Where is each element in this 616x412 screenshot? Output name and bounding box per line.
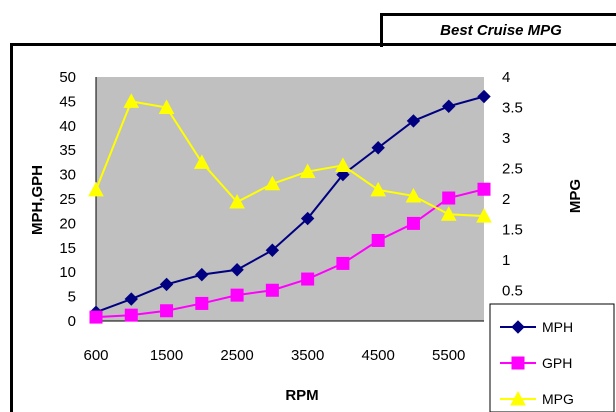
y2-tick-label: 4 bbox=[502, 69, 510, 86]
x-tick-label: 4500 bbox=[361, 347, 394, 364]
mph-point bbox=[477, 89, 491, 104]
mpg-point bbox=[405, 187, 422, 203]
y-tick-label: 5 bbox=[68, 289, 76, 306]
y-tick-label: 25 bbox=[59, 191, 76, 208]
y2-axis-title: MPG bbox=[567, 179, 584, 213]
gph-point bbox=[195, 296, 209, 310]
mph-point bbox=[406, 114, 421, 128]
y-axis-title: MPH,GPH bbox=[29, 165, 46, 235]
legend-marker bbox=[511, 356, 525, 370]
gph-point bbox=[442, 191, 456, 205]
gph-point bbox=[160, 304, 174, 318]
series-mpg bbox=[88, 93, 492, 223]
y-tick-label: 45 bbox=[59, 93, 76, 110]
mpg-point bbox=[440, 206, 457, 221]
x-tick-label: 1500 bbox=[150, 347, 183, 364]
mpg-point bbox=[229, 193, 245, 209]
y-tick-label: 50 bbox=[59, 69, 76, 86]
y2-tick-label: 3 bbox=[502, 130, 510, 147]
y-axis-ticks: 0 5 10 15 20 25 30 35 40 45 50 bbox=[59, 69, 76, 330]
legend-item-mph: MPH bbox=[500, 319, 573, 335]
y2-axis-ticks: 00.511.522.533.54 bbox=[502, 69, 523, 330]
y2-tick-label: 3.5 bbox=[502, 100, 523, 117]
mph-point bbox=[230, 263, 244, 277]
gph-point bbox=[124, 308, 138, 322]
y2-tick-label: 1 bbox=[502, 252, 510, 269]
legend-item-gph: GPH bbox=[500, 355, 572, 371]
legend-label: MPH bbox=[542, 319, 573, 335]
gph-point bbox=[371, 233, 385, 247]
mpg-point bbox=[88, 181, 104, 197]
mph-line bbox=[95, 95, 485, 314]
gph-point bbox=[477, 182, 491, 196]
legend-marker bbox=[511, 320, 525, 334]
x-axis-ticks: 600 1500 2500 3500 4500 5500 bbox=[83, 347, 465, 364]
gph-point bbox=[89, 310, 103, 324]
y-tick-label: 35 bbox=[59, 142, 76, 159]
mph-point bbox=[265, 243, 280, 257]
mpg-point bbox=[335, 157, 351, 172]
y2-tick-label: 1.5 bbox=[502, 222, 523, 239]
y-tick-label: 10 bbox=[59, 264, 76, 281]
y2-tick-label: 2.5 bbox=[502, 161, 523, 178]
mpg-point bbox=[264, 175, 281, 191]
x-axis-title: RPM bbox=[285, 387, 318, 404]
mph-point bbox=[300, 211, 315, 226]
y2-tick-label: 2 bbox=[502, 191, 510, 208]
gph-point bbox=[301, 272, 315, 286]
mpg-point bbox=[193, 154, 210, 169]
gph-point bbox=[230, 288, 244, 302]
series-layer bbox=[88, 89, 492, 324]
x-tick-label: 600 bbox=[83, 347, 108, 364]
mpg-point bbox=[123, 93, 140, 108]
mph-point bbox=[371, 141, 385, 155]
x-tick-label: 3500 bbox=[291, 347, 324, 364]
mph-point bbox=[159, 277, 174, 292]
x-tick-label: 2500 bbox=[220, 347, 253, 364]
legend-label: GPH bbox=[542, 355, 572, 371]
gph-point bbox=[336, 256, 350, 270]
legend-box bbox=[489, 303, 615, 412]
chart-frame bbox=[10, 43, 616, 412]
y-tick-label: 0 bbox=[68, 313, 76, 330]
mph-point bbox=[195, 267, 209, 282]
mph-point bbox=[124, 292, 138, 306]
y-tick-label: 40 bbox=[59, 118, 76, 135]
mph-point bbox=[442, 99, 456, 113]
gph-point bbox=[406, 216, 420, 230]
x-tick-label: 5500 bbox=[432, 347, 465, 364]
mpg-point bbox=[299, 163, 316, 179]
y-tick-label: 20 bbox=[59, 215, 76, 232]
legend-marker bbox=[510, 390, 526, 406]
mpg-point bbox=[476, 208, 492, 223]
legend-item-mpg: MPG bbox=[500, 390, 574, 407]
mpg-point bbox=[158, 99, 175, 114]
legend-label: MPG bbox=[542, 391, 574, 407]
chart-title: Best Cruise MPG bbox=[440, 22, 562, 39]
chart-title-box: Best Cruise MPG bbox=[380, 13, 616, 47]
series-gph bbox=[89, 182, 491, 324]
y-tick-label: 30 bbox=[59, 167, 76, 184]
y2-tick-label: 0.5 bbox=[502, 283, 523, 300]
y-tick-label: 15 bbox=[59, 240, 76, 257]
gph-point bbox=[265, 283, 279, 297]
mpg-point bbox=[370, 181, 387, 197]
legend: MPH GPH MPG bbox=[489, 303, 615, 412]
